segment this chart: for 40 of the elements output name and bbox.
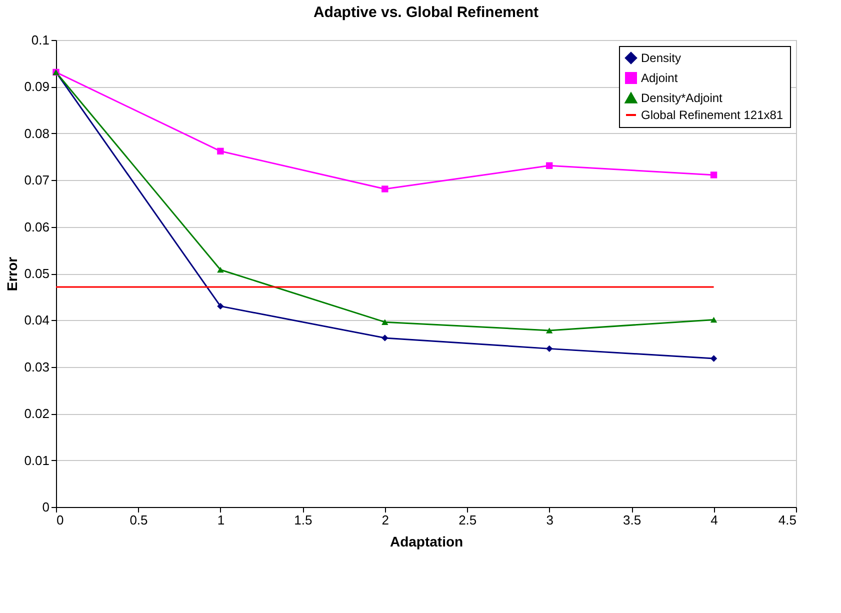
x-tick-label: 1 [217, 512, 225, 528]
x-tick-label: 3.5 [623, 512, 642, 528]
point [546, 162, 553, 169]
y-tick-label: 0 [42, 500, 50, 514]
x-axis-title: Adaptation [390, 534, 464, 550]
point [217, 302, 224, 310]
y-tick-label: 0.08 [24, 126, 50, 141]
point [382, 319, 388, 325]
y-tick-label: 0.01 [24, 452, 50, 468]
x-tick-label: 1.5 [294, 512, 312, 528]
x-tick-label: 0.5 [130, 512, 148, 528]
legend-label: Density [641, 51, 682, 65]
y-tick-label: 0.03 [24, 359, 50, 374]
y-tick-label: 0.09 [24, 79, 50, 94]
x-tick-label: 0 [56, 512, 64, 528]
y-axis-title: Error [4, 256, 20, 292]
y-tick-label: 0.1 [31, 32, 50, 48]
point [382, 334, 388, 342]
point [217, 148, 224, 154]
x-tick-label: 2 [382, 512, 390, 528]
point [546, 328, 553, 334]
x-tick-label: 3 [546, 512, 554, 528]
point [546, 345, 553, 352]
x-tick-label: 4 [710, 512, 718, 528]
x-tick-label: 4.5 [778, 512, 796, 528]
point [710, 316, 718, 323]
y-tick-label: 0.04 [24, 312, 50, 328]
y-tick-label: 0.05 [24, 266, 50, 281]
point [217, 266, 224, 273]
point [382, 186, 388, 192]
legend-label: Adjoint [641, 71, 678, 85]
point [710, 172, 718, 178]
x-tick-label: 2.5 [458, 512, 477, 528]
legend-label: Global Refinement 121x81 [641, 108, 784, 122]
legend-label: Density*Adjoint [641, 91, 724, 105]
chart-title: Adaptive vs. Global Refinement [313, 4, 539, 21]
y-tick-label: 0.07 [24, 172, 50, 188]
point [710, 355, 718, 362]
y-tick-label: 0.06 [24, 219, 50, 234]
y-tick-label: 0.02 [24, 406, 50, 422]
